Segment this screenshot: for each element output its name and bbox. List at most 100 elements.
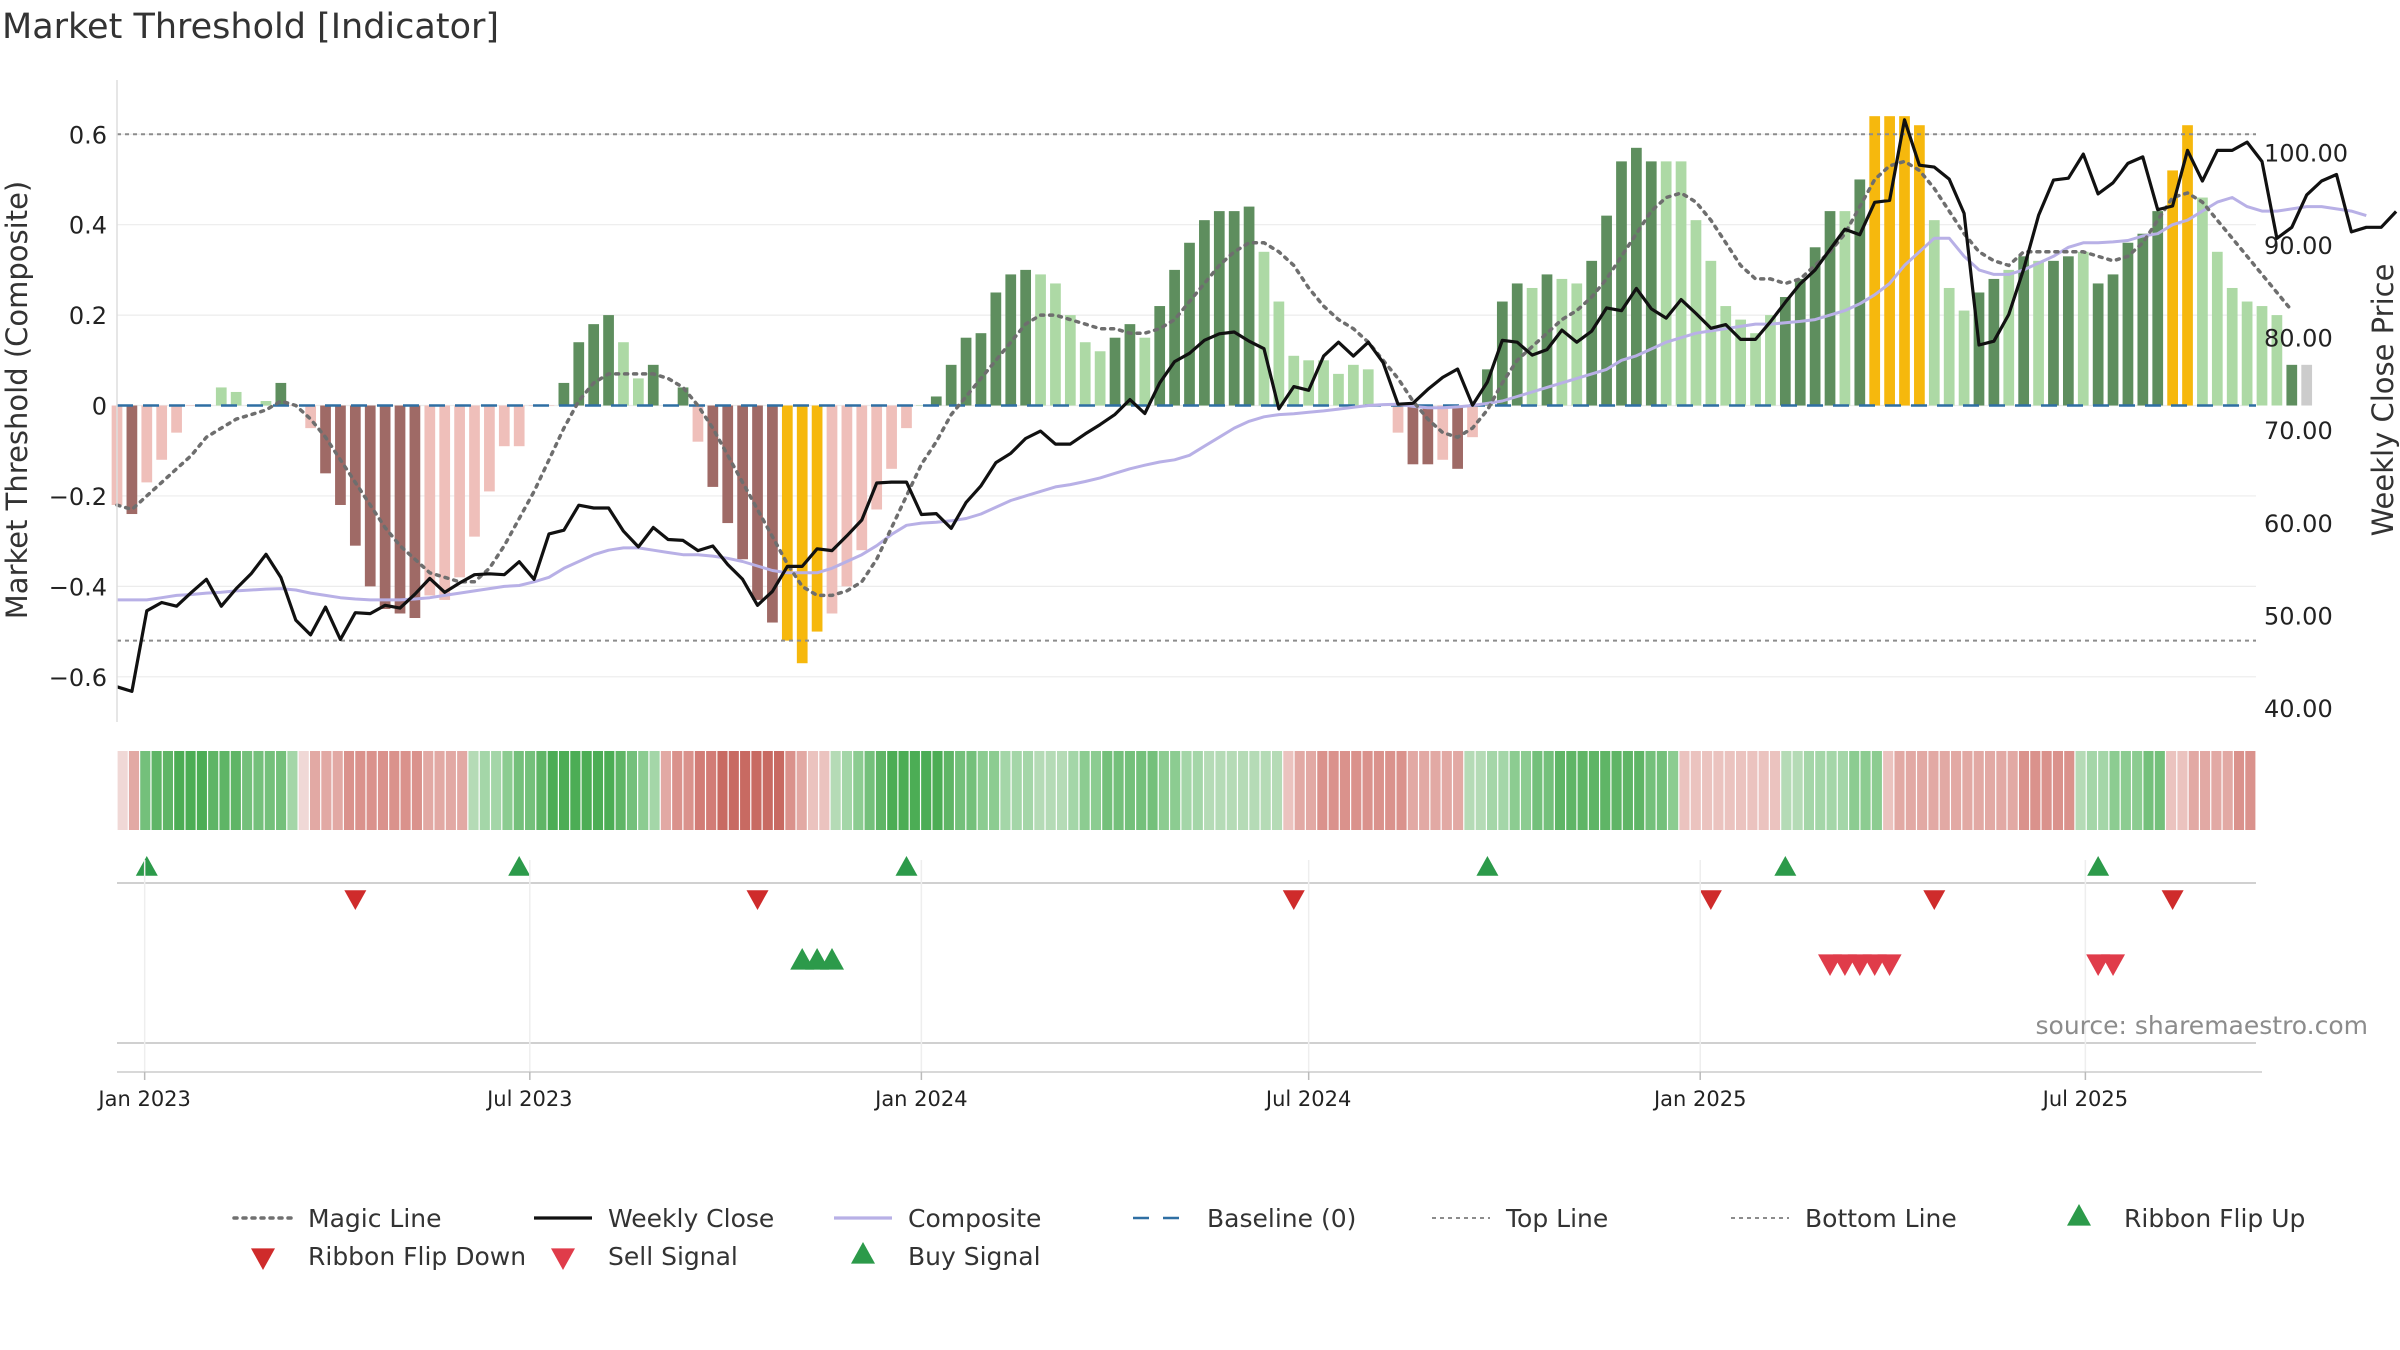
ribbon-cell — [513, 751, 524, 830]
composite-bar — [1094, 351, 1106, 406]
composite-bar — [588, 324, 600, 406]
composite-bar — [558, 382, 570, 406]
ribbon-cell — [1837, 751, 1848, 830]
ribbon-cell — [1407, 751, 1418, 830]
composite-bar — [1869, 116, 1881, 406]
legend-label: Buy Signal — [908, 1242, 1041, 1271]
composite-bar — [1362, 369, 1374, 406]
composite-bar — [230, 391, 242, 406]
composite-bar — [1631, 147, 1642, 406]
ribbon-cell — [1984, 751, 1996, 830]
main-panel: 0.6 0.4 0.2 0 −0.2 −0.4 −0.6 100.00 90.00 80.00 7… — [49, 80, 2398, 723]
ribbon-cell — [2120, 751, 2131, 830]
legend-label: Sell Signal — [608, 1242, 738, 1271]
composite-bar — [1556, 278, 1568, 406]
composite-bar — [752, 405, 763, 600]
ribbon-cell — [2052, 751, 2064, 830]
left-tick-label: 0 — [92, 393, 107, 421]
ribbon-cell — [536, 751, 547, 830]
left-tick-label: 0.2 — [69, 302, 107, 330]
right-tick-label: 100.00 — [2264, 139, 2348, 167]
composite-bar — [1228, 211, 1240, 406]
composite-bar — [945, 364, 957, 406]
composite-bar — [141, 405, 153, 483]
ribbon-cell — [1045, 751, 1056, 830]
ribbon-cell — [1498, 751, 1509, 830]
composite-bar — [722, 405, 734, 524]
legend-label: Ribbon Flip Up — [2124, 1204, 2305, 1233]
ribbon-cell — [887, 751, 898, 830]
composite-bar — [469, 405, 480, 537]
legend-item: Ribbon Flip Down — [251, 1242, 526, 1271]
ribbon-cell — [875, 751, 886, 830]
ribbon-cell — [830, 751, 841, 830]
date-tick-label: Jan 2024 — [873, 1087, 968, 1111]
composite-bar — [826, 405, 838, 614]
composite-bar — [1571, 283, 1583, 406]
composite-bar — [2241, 301, 2253, 406]
ribbon-cell — [1656, 751, 1667, 830]
legend-item: Magic Line — [232, 1204, 442, 1233]
composite-bar — [677, 387, 689, 406]
legend-label: Ribbon Flip Down — [308, 1242, 526, 1271]
ribbon-cell — [1249, 751, 1260, 830]
ribbon-cell — [1588, 751, 1599, 830]
composite-bar — [603, 315, 614, 406]
composite-bar — [1184, 242, 1195, 406]
ribbon-cell — [1996, 751, 2007, 830]
date-tick-label: Jul 2025 — [2041, 1087, 2128, 1111]
legend-swatch-triangle-up — [851, 1242, 875, 1264]
ribbon-cell — [162, 751, 173, 830]
composite-bar — [632, 378, 644, 406]
composite-bar — [647, 364, 659, 406]
composite-bar — [1035, 274, 1046, 406]
composite-bar — [1333, 373, 1344, 406]
composite-bar — [364, 405, 376, 587]
ribbon-flip-panel — [117, 856, 2256, 910]
ribbon-cell — [943, 751, 954, 830]
ribbon-cell — [219, 751, 230, 830]
composite-bar — [275, 382, 287, 406]
ribbon-cell — [2098, 751, 2109, 830]
composite-bar — [573, 342, 585, 406]
ribbon-cell — [604, 751, 615, 830]
ribbon-cell — [1430, 751, 1441, 830]
reference-lines — [117, 133, 2256, 642]
date-tick-label: Jul 2023 — [485, 1087, 572, 1111]
left-tick-label: −0.4 — [49, 573, 107, 601]
legend-label: Bottom Line — [1805, 1204, 1957, 1233]
ribbon-cell — [1385, 751, 1396, 830]
legend: Magic Line Weekly Close Composite Baseline … — [232, 1204, 2305, 1271]
ribbon-cell — [1792, 751, 1803, 830]
ribbon-cell — [1351, 751, 1362, 830]
series-lines — [115, 118, 2398, 694]
ribbon-cell — [853, 751, 864, 830]
ribbon-cell — [1600, 751, 1611, 830]
ribbon-cell — [377, 751, 389, 830]
ribbon-cell — [423, 751, 434, 830]
composite-bar — [409, 405, 421, 619]
legend-item: Baseline (0) — [1133, 1204, 1356, 1233]
ribbon-cell — [2177, 751, 2188, 830]
ribbon-cell — [2200, 751, 2211, 830]
ribbon-cell — [1928, 751, 1939, 830]
ribbon-cell — [1204, 751, 1215, 830]
composite-bar — [1645, 161, 1657, 406]
ribbon-cell — [1056, 751, 1068, 830]
ribbon-cell — [819, 751, 830, 830]
composite-bar — [1199, 220, 1210, 406]
composite-bar — [1765, 315, 1776, 406]
ribbon-cell — [468, 751, 479, 830]
ribbon-cell — [1611, 751, 1622, 830]
composite-bar — [2167, 170, 2178, 406]
ribbon-cell — [1339, 751, 1351, 830]
ribbon-cell — [1271, 751, 1283, 830]
ribbon-cell — [728, 751, 739, 830]
ribbon-cell — [332, 751, 343, 830]
ribbon-cell — [1747, 751, 1758, 830]
magic-line — [115, 159, 2294, 598]
ribbon-cell — [1124, 751, 1135, 830]
composite-bar — [2301, 364, 2313, 406]
ribbon-flip-down-marker — [1923, 890, 1946, 910]
composite-bar — [1809, 247, 1821, 406]
